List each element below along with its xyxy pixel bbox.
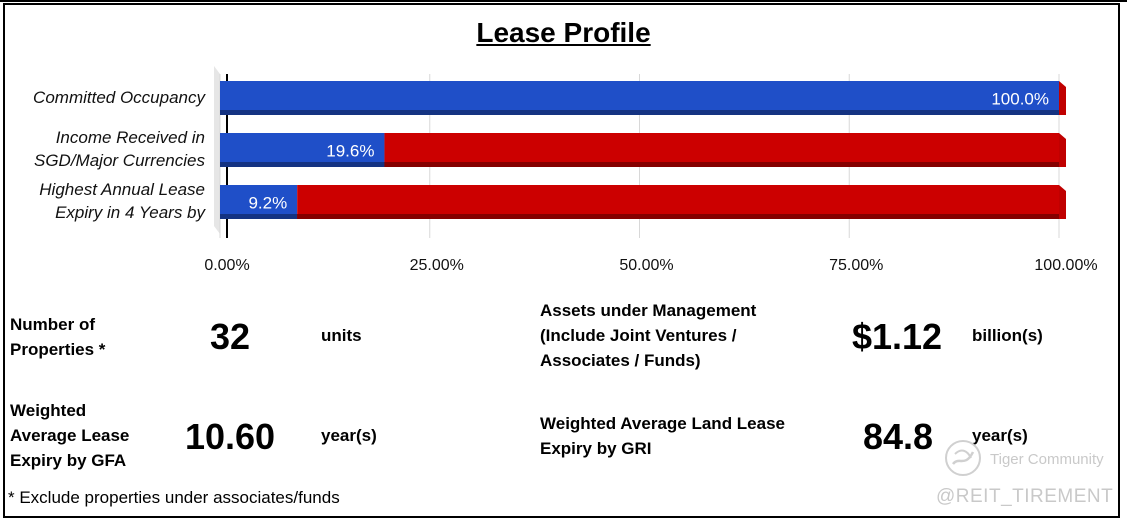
footnote: * Exclude properties under associates/fu… xyxy=(8,488,340,507)
properties-value: 32 xyxy=(209,316,251,357)
x-tick-label: 0.00% xyxy=(204,257,249,274)
bar-segment xyxy=(297,185,1059,219)
x-tick-label: 75.00% xyxy=(829,257,883,274)
data-label: 100.0% xyxy=(991,89,1049,108)
aum-label: Assets under Management (Include Joint V… xyxy=(540,301,757,370)
bar-shadow xyxy=(384,162,1060,167)
bar-shadow xyxy=(297,214,1059,219)
bar-segment xyxy=(384,133,1060,167)
aum-value: $1.12 xyxy=(851,316,943,357)
bar-shadow xyxy=(220,214,298,219)
bar-segment xyxy=(220,133,385,167)
category-label-committed-occupancy: Committed Occupancy xyxy=(33,88,205,107)
chart-side-wall xyxy=(214,66,220,234)
category-label-income-received: Income Received in SGD/Major Currencies xyxy=(34,128,205,170)
top-rule xyxy=(0,0,1127,2)
watermark-handle: @REIT_TIREMENT xyxy=(936,486,1114,507)
category-label-highest-annual-lease-expiry: Highest Annual Lease Expiry in 4 Years b… xyxy=(39,180,205,222)
bar-end-cap xyxy=(1059,81,1066,115)
land-lease-value: 84.8 xyxy=(862,416,934,457)
data-label: 19.6% xyxy=(326,141,374,160)
watermark-community: Tiger Community xyxy=(990,451,1104,468)
wale-label: Weighted Average Lease Expiry by GFA xyxy=(10,401,130,470)
bar-segment xyxy=(220,185,298,219)
wale-value: 10.60 xyxy=(184,416,276,457)
x-tick-label: 100.00% xyxy=(1034,257,1097,274)
page-title: Lease Profile xyxy=(476,17,651,48)
x-tick-label: 50.00% xyxy=(619,257,673,274)
data-label: 9.2% xyxy=(248,193,287,212)
bar-shadow xyxy=(220,162,385,167)
tiger-community-logo-icon xyxy=(945,440,981,476)
x-tick-label: 25.00% xyxy=(410,257,464,274)
bar-end-cap xyxy=(1059,133,1066,167)
land-lease-unit: year(s) xyxy=(972,426,1028,445)
properties-unit: units xyxy=(321,326,362,345)
aum-unit: billion(s) xyxy=(972,326,1043,345)
land-lease-label: Weighted Average Land Lease Expiry by GR… xyxy=(540,414,785,458)
bar-segment xyxy=(220,81,1059,115)
properties-label: Number of Properties * xyxy=(10,315,106,359)
bar-end-cap xyxy=(1059,185,1066,219)
bar-chart: 100.0% 19.6% 9.2% 0.00% 25.00% 50.00% 75.00% 10… xyxy=(204,66,1098,274)
bar-shadow xyxy=(220,110,1059,115)
wale-unit: year(s) xyxy=(321,426,377,445)
